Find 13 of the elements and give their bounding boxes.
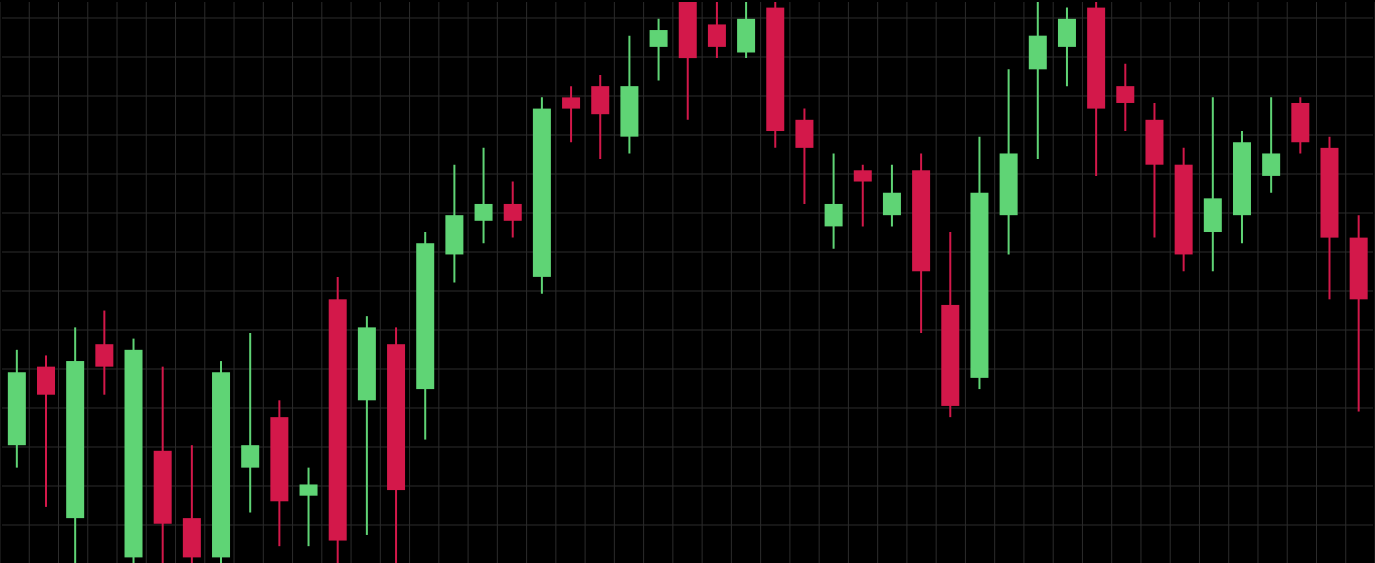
candlestick [649,17,668,82]
candlestick [824,152,843,250]
candlestick [474,146,493,245]
candlestick [241,331,260,514]
candlestick [562,85,581,144]
candlestick [503,180,522,239]
candlestick [299,466,318,548]
candlestick [707,2,726,60]
candlestick [853,163,872,228]
candlestick [1262,96,1281,194]
candlestick [95,309,114,396]
candlestick [1116,62,1135,133]
candlestick [882,163,901,228]
